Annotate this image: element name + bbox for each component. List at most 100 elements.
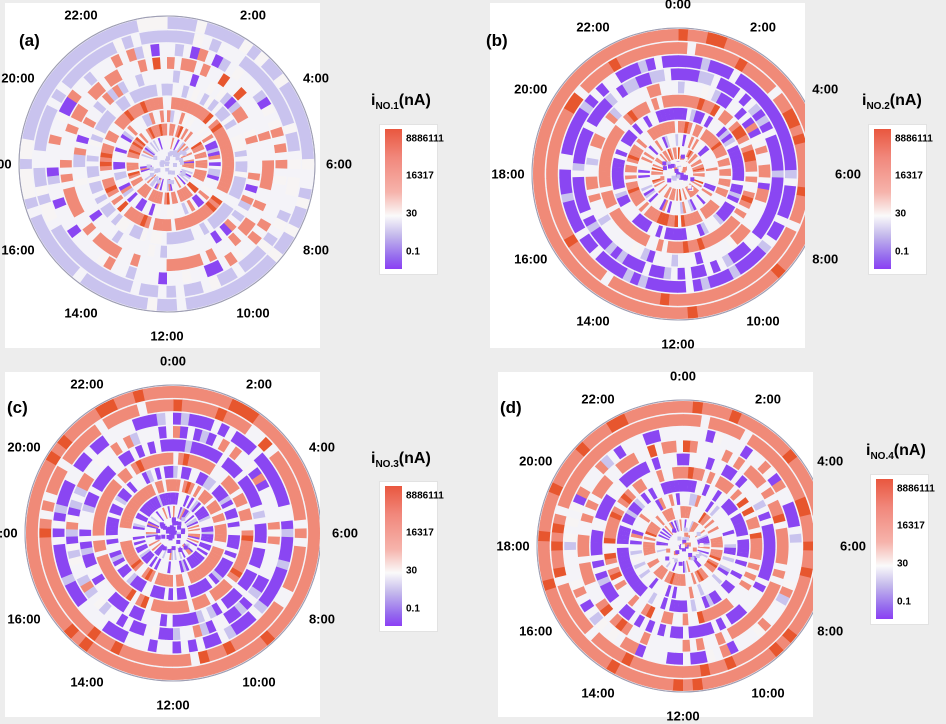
angular-tick-label: 18:00 xyxy=(0,157,12,172)
heat-cell xyxy=(671,68,679,80)
colorbar-gradient xyxy=(876,479,893,619)
angular-tick-label: 6:00 xyxy=(326,157,352,172)
heat-cell xyxy=(176,156,180,160)
heat-cell xyxy=(209,162,221,166)
colorbar-gradient xyxy=(385,129,402,269)
heat-cell xyxy=(254,536,266,543)
heat-cell xyxy=(302,159,314,170)
heat-cell xyxy=(674,653,683,665)
heat-cell xyxy=(167,30,177,42)
heat-cell xyxy=(759,171,771,178)
heat-cell xyxy=(236,161,248,167)
heat-cell xyxy=(148,31,159,44)
heat-cell xyxy=(39,518,51,528)
angular-tick-label: 18:00 xyxy=(0,526,18,541)
heat-cell xyxy=(683,401,694,413)
angular-tick-label: 6:00 xyxy=(332,526,358,541)
heat-cell xyxy=(166,286,176,298)
heat-cell xyxy=(677,307,688,319)
heat-cell xyxy=(772,170,784,178)
angular-tick-label: 8:00 xyxy=(303,243,329,258)
heat-cell xyxy=(113,162,125,166)
heat-cell xyxy=(724,544,736,548)
heat-cell xyxy=(577,535,589,543)
colorbar-tick: 16317 xyxy=(406,171,434,182)
heat-cell xyxy=(678,42,688,54)
heat-cell xyxy=(173,615,180,627)
colorbar-gradient xyxy=(385,486,402,626)
colorbar-tick: 30 xyxy=(406,566,417,577)
heat-cell xyxy=(306,507,319,519)
colorbar-tick: 8886111 xyxy=(895,134,933,145)
heat-cell xyxy=(533,158,545,169)
heat-cell xyxy=(681,544,685,548)
heat-cell xyxy=(167,232,173,244)
heat-cell xyxy=(184,546,188,550)
angular-tick-label: 16:00 xyxy=(7,612,40,627)
heat-cell xyxy=(672,529,676,533)
heat-cell xyxy=(684,175,688,179)
heat-cell xyxy=(157,17,168,29)
heat-cell xyxy=(666,549,670,553)
heat-cell xyxy=(60,160,72,168)
heat-cell xyxy=(289,159,301,169)
heat-cell xyxy=(262,160,274,168)
heat-cell xyxy=(172,519,176,523)
heat-cell xyxy=(559,169,571,178)
heat-cell xyxy=(539,559,552,571)
heat-cell xyxy=(150,167,154,171)
colorbar-tick: 30 xyxy=(897,559,908,570)
heat-cell xyxy=(161,535,165,539)
heat-cell xyxy=(158,272,167,284)
heat-cell xyxy=(167,549,171,553)
heat-cell xyxy=(242,530,254,536)
heat-cell xyxy=(172,546,176,550)
heat-cell xyxy=(66,536,78,544)
heat-cell xyxy=(301,149,313,160)
heat-cell xyxy=(173,641,182,653)
heat-cell xyxy=(586,176,598,183)
angular-tick-label: 20:00 xyxy=(519,454,552,469)
heat-cell xyxy=(538,540,550,551)
heat-cell xyxy=(684,528,688,532)
heat-cell xyxy=(671,255,678,267)
heat-cell xyxy=(172,655,182,667)
heat-cell xyxy=(79,529,91,536)
heat-cell xyxy=(551,550,563,560)
heat-cell xyxy=(678,228,683,240)
colorbar-tick: 8886111 xyxy=(406,134,444,145)
heat-cell xyxy=(147,17,159,30)
angular-tick-label: 16:00 xyxy=(1,243,34,258)
heat-cell xyxy=(175,44,185,57)
heat-cell xyxy=(26,517,39,528)
heat-cell xyxy=(154,400,165,413)
angular-tick-label: 16:00 xyxy=(514,252,547,267)
heat-cell xyxy=(678,241,684,253)
heat-cell xyxy=(173,601,179,613)
heat-cell xyxy=(737,544,749,549)
heat-cell xyxy=(667,178,671,182)
heat-cell xyxy=(678,281,687,293)
colorbar-tick: 30 xyxy=(406,209,417,220)
angular-tick-label: 2:00 xyxy=(240,8,266,23)
heat-cell xyxy=(672,95,678,107)
heat-cell xyxy=(177,534,181,538)
heat-cell xyxy=(682,666,692,678)
heat-cell xyxy=(784,162,796,171)
polar-heatmap-c xyxy=(5,372,320,717)
heat-cell xyxy=(268,529,280,537)
heat-cell xyxy=(663,166,667,170)
heat-cell xyxy=(167,535,171,539)
heat-cell xyxy=(719,172,731,176)
angular-tick-label: 22:00 xyxy=(70,377,103,392)
heat-cell xyxy=(172,668,183,680)
angular-tick-label: 12:00 xyxy=(661,337,694,352)
heat-cell xyxy=(679,161,683,165)
heat-cell xyxy=(691,665,701,678)
heat-cell xyxy=(546,169,558,179)
heat-cell xyxy=(665,414,675,427)
heat-cell xyxy=(170,180,174,184)
angular-tick-label: 6:00 xyxy=(840,539,866,554)
heat-cell xyxy=(803,541,813,551)
colorbar: 8886111 16317 30 0.1 xyxy=(379,481,438,632)
